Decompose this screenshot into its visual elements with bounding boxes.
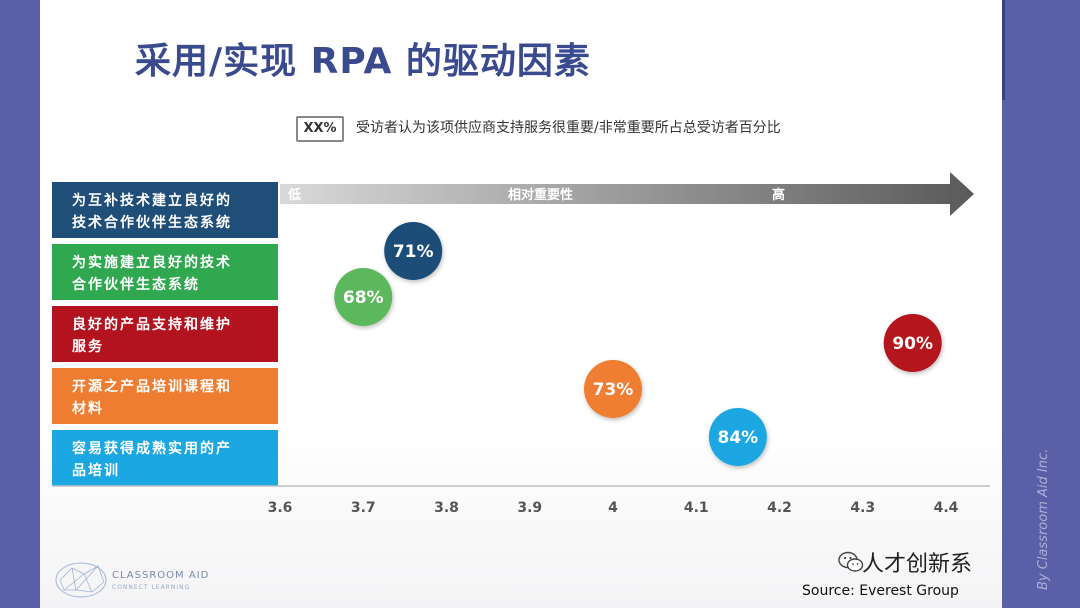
logo-text: CLASSROOM AID bbox=[112, 570, 210, 581]
x-tick-label: 4.1 bbox=[684, 500, 709, 516]
bubble-label: 73% bbox=[593, 380, 634, 400]
x-tick-label: 3.9 bbox=[517, 500, 542, 516]
page-title: 采用/实现 RPA 的驱动因素 bbox=[135, 41, 591, 82]
legend-text: 受访者认为该项供应商支持服务很重要/非常重要所占总受访者百分比 bbox=[356, 120, 781, 136]
legend-box: XX% bbox=[296, 116, 344, 142]
category-line: 容易获得成熟实用的产 bbox=[72, 441, 232, 457]
category-line: 良好的产品支持和维护 bbox=[72, 317, 232, 333]
category-label: 为实施建立良好的技术 合作伙伴生态系统 bbox=[52, 244, 278, 300]
bubble-label: 90% bbox=[892, 334, 933, 354]
x-tick-label: 4.2 bbox=[767, 500, 792, 516]
x-tick-label: 3.7 bbox=[351, 500, 376, 516]
bubble bbox=[883, 314, 942, 372]
importance-arrow bbox=[280, 172, 974, 216]
arrow-low-label: 低 bbox=[288, 188, 302, 203]
category-label: 良好的产品支持和维护 服务 bbox=[52, 306, 278, 362]
x-tick-label: 4.3 bbox=[850, 500, 875, 516]
category-line: 为互补技术建立良好的 bbox=[72, 193, 232, 209]
slide bbox=[40, 0, 1002, 608]
x-tick-label: 3.8 bbox=[434, 500, 459, 516]
category-line: 材料 bbox=[72, 401, 104, 417]
category-line: 开源之产品培训课程和 bbox=[72, 379, 232, 395]
bubble bbox=[708, 408, 767, 466]
arrow-high-label: 高 bbox=[772, 188, 786, 203]
category-line: 技术合作伙伴生态系统 bbox=[72, 215, 232, 231]
source-note: Source: Everest Group bbox=[802, 583, 959, 599]
category-line: 为实施建立良好的技术 bbox=[72, 255, 232, 271]
logo-tagline: CONNECT LEARNING bbox=[112, 584, 191, 591]
bubble bbox=[584, 360, 642, 418]
category-label: 为互补技术建立良好的 技术合作伙伴生态系统 bbox=[52, 182, 278, 238]
right-band bbox=[1002, 0, 1080, 608]
bubble-label: 71% bbox=[393, 242, 434, 262]
category-label: 开源之产品培训课程和 材料 bbox=[52, 368, 278, 424]
category-label: 容易获得成熟实用的产 品培训 bbox=[52, 430, 278, 486]
x-tick-label: 4.4 bbox=[934, 500, 959, 516]
bubble bbox=[384, 222, 443, 280]
category-line: 品培训 bbox=[72, 463, 120, 479]
bubble-label: 84% bbox=[718, 428, 759, 448]
arrow-middle-label: 相对重要性 bbox=[508, 188, 574, 203]
category-line: 合作伙伴生态系统 bbox=[72, 277, 200, 293]
bubble-label: 68% bbox=[343, 288, 384, 308]
x-tick-label: 4 bbox=[608, 500, 618, 516]
x-tick-label: 3.6 bbox=[268, 500, 293, 516]
wechat-icon bbox=[838, 551, 864, 572]
wechat-account-name: 人才创新系 bbox=[862, 552, 973, 577]
brain-logo-icon bbox=[55, 562, 107, 598]
watermark: By Classroom Aid Inc. bbox=[1036, 448, 1051, 590]
category-line: 服务 bbox=[72, 339, 104, 355]
bubble bbox=[334, 268, 393, 326]
